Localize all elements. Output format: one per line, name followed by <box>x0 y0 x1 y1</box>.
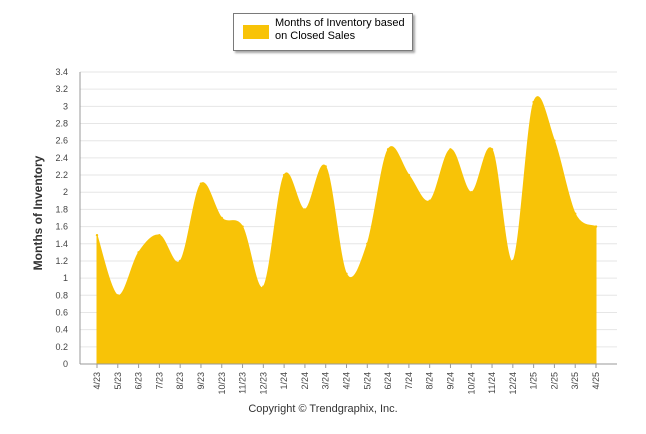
data-point-4/24 <box>345 272 348 276</box>
legend: Months of Inventory based on Closed Sale… <box>233 13 413 51</box>
x-tick-label: 1/25 <box>529 372 539 390</box>
y-tick-label: 3.4 <box>55 67 68 77</box>
data-point-8/24 <box>428 199 431 203</box>
data-point-11/24 <box>490 148 494 151</box>
data-point-1/25 <box>532 100 535 104</box>
y-tick-label: 0.6 <box>55 307 68 317</box>
x-tick-label: 5/23 <box>113 372 123 390</box>
copyright-text: Copyright © Trendgraphix, Inc. <box>248 403 398 415</box>
x-tick-labels: 4/23 5/23 6/23 7/23 8/23 9/23 10/23 11/23 12/23 1… <box>92 364 601 395</box>
y-tick-label: 0.8 <box>55 290 68 300</box>
x-tick-label: 2/24 <box>300 372 310 390</box>
y-tick-label: 2 <box>63 187 68 197</box>
data-point-7/24 <box>407 173 411 177</box>
x-tick-label: 2/25 <box>549 372 559 390</box>
x-tick-label: 9/23 <box>196 372 206 390</box>
data-point-1/24 <box>282 173 286 177</box>
x-tick-label: 6/23 <box>134 372 144 390</box>
y-tick-label: 1.6 <box>55 222 68 232</box>
data-point-4/23 <box>95 233 99 237</box>
data-point-12/24 <box>511 259 515 263</box>
axes <box>79 72 617 365</box>
x-tick-label: 10/24 <box>466 372 476 395</box>
y-tick-label: 0.2 <box>55 342 68 352</box>
x-tick-label: 12/23 <box>258 372 268 395</box>
y-tick-label: 2.6 <box>55 136 68 146</box>
series-area <box>95 96 598 365</box>
x-tick-label: 9/24 <box>445 372 455 390</box>
data-point-2/25 <box>553 139 556 142</box>
x-tick-label: 11/24 <box>487 372 497 394</box>
x-tick-label: 7/23 <box>154 372 164 390</box>
data-point-9/23 <box>199 182 203 185</box>
x-tick-label: 11/23 <box>238 372 248 394</box>
x-tick-label: 7/24 <box>404 372 414 390</box>
y-tick-label: 3.2 <box>55 84 68 94</box>
x-tick-label: 5/24 <box>362 372 372 390</box>
y-tick-label: 1.8 <box>55 204 68 214</box>
y-tick-label: 1.4 <box>55 239 68 249</box>
y-tick-label: 3 <box>63 101 68 111</box>
y-tick-label: 1.2 <box>55 256 68 266</box>
data-point-8/23 <box>178 259 182 263</box>
data-point-5/23 <box>116 294 119 297</box>
x-tick-label: 8/24 <box>425 372 435 390</box>
y-tick-label: 0 <box>63 359 68 369</box>
x-tick-label: 4/23 <box>92 372 102 390</box>
x-tick-label: 3/24 <box>321 372 331 390</box>
legend-label: Months of Inventory based on Closed Sale… <box>275 17 405 42</box>
data-point-7/23 <box>158 233 161 237</box>
y-tick-labels: 0 0.2 0.4 0.6 0.8 1 1.2 1.4 1.6 1.8 2 2.2 2.4 2.6 2.8 3… <box>55 67 68 369</box>
data-point-11/23 <box>241 225 244 228</box>
data-point-10/24 <box>470 191 473 194</box>
x-tick-label: 12/24 <box>508 372 518 395</box>
data-point-10/23 <box>220 216 223 220</box>
y-tick-label: 0.4 <box>55 325 68 335</box>
data-point-6/23 <box>137 251 140 254</box>
data-point-2/24 <box>303 208 307 211</box>
x-tick-label: 3/25 <box>570 372 580 390</box>
legend-swatch <box>243 25 269 39</box>
x-tick-label: 1/24 <box>279 372 289 390</box>
x-tick-label: 8/23 <box>175 372 185 390</box>
y-tick-label: 2.4 <box>55 153 68 163</box>
data-point-12/23 <box>262 285 265 288</box>
y-tick-label: 2.2 <box>55 170 68 180</box>
data-point-9/24 <box>449 148 452 151</box>
x-tick-label: 6/24 <box>383 372 393 390</box>
y-tick-label: 2.8 <box>55 119 68 129</box>
x-tick-label: 4/24 <box>342 372 352 390</box>
data-point-3/25 <box>574 212 577 215</box>
x-tick-label: 10/23 <box>217 372 227 395</box>
series-area-fill <box>96 96 597 365</box>
data-point-5/24 <box>366 242 369 245</box>
y-tick-label: 1 <box>63 273 68 283</box>
x-tick-label: 4/25 <box>591 372 601 390</box>
y-axis-label: Months of Inventory <box>31 155 45 271</box>
data-point-4/25 <box>594 225 598 228</box>
data-point-3/24 <box>324 165 327 168</box>
data-point-6/24 <box>386 148 390 151</box>
